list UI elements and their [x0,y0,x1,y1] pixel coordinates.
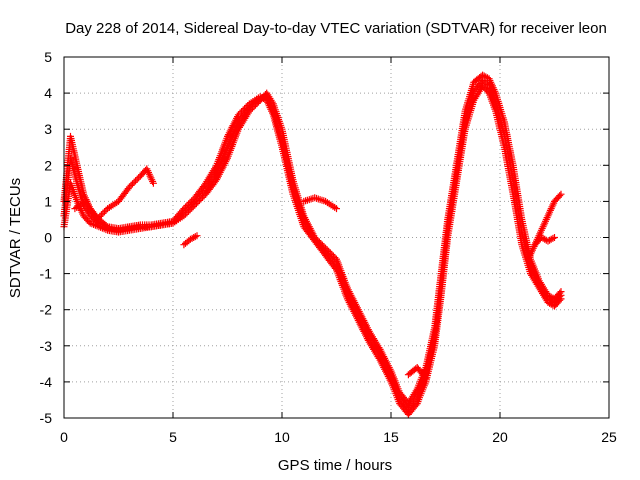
x-tick-label: 5 [169,429,177,445]
data-point [549,234,557,242]
x-tick-label: 25 [601,429,617,445]
y-tick-label: 5 [44,49,52,65]
y-tick-label: 2 [44,157,52,173]
data-point [186,202,194,210]
data-point [333,205,340,213]
data-point [191,197,199,205]
data-point [175,213,183,221]
y-tick-label: -1 [40,266,53,282]
data-point [189,199,197,207]
data-point [149,179,157,187]
data-point [421,373,429,381]
data-point [99,209,107,217]
data-point [183,205,191,213]
x-tick-label: 20 [492,429,508,445]
data-point [191,233,199,241]
data-point [234,111,242,119]
data-point [125,183,133,191]
data-point [551,234,558,241]
data-point [171,218,179,225]
data-point [172,216,180,224]
x-tick-label: 0 [60,429,68,445]
data-point [101,208,108,216]
x-tick-label: 10 [274,429,290,445]
data-point [196,193,203,201]
data-point [102,223,110,231]
data-point [557,291,565,299]
y-tick-label: 1 [44,193,52,209]
axis-ticks [63,56,610,419]
y-tick-label: -2 [40,302,53,318]
data-point [93,215,101,223]
data-point [255,96,263,104]
y-tick-label: 4 [44,85,52,101]
data-point [185,204,193,212]
data-markers [60,71,565,418]
data-point [556,293,564,301]
data-point [174,214,182,222]
y-tick-label: 3 [44,121,52,137]
data-point [192,196,200,204]
y-tick-label: 0 [44,230,52,246]
x-tick-label: 15 [383,429,399,445]
data-point [130,178,138,186]
data-point [194,194,202,202]
data-point [180,208,188,216]
data-point [88,220,96,228]
data-point [127,181,135,189]
data-point [132,177,140,185]
y-axis-title: SDTVAR / TECUs [7,178,24,298]
data-point [178,210,186,218]
y-tick-label: -5 [40,410,53,426]
grid-lines [64,57,609,418]
data-point [96,212,104,220]
data-point [193,232,201,240]
axis-tick-labels: 0 5 10 15 20 25 -5 -4 -3 -2 -1 0 1 2 3 4 5 [40,49,617,445]
data-point [169,219,177,227]
data-point [129,180,136,188]
data-point [199,190,207,198]
y-tick-label: -4 [40,374,53,390]
data-point [97,211,105,219]
data-point [188,201,196,208]
x-axis-title: GPS time / hours [278,457,392,474]
data-point [182,207,189,215]
data-point [177,211,185,219]
chart-title: Day 228 of 2014, Sidereal Day-to-day VTE… [65,20,607,37]
data-point [86,219,94,227]
data-point [197,191,205,199]
data-point [556,192,564,200]
data-point [557,190,565,198]
data-point [94,214,102,222]
data-point [133,175,141,183]
data-point [422,374,430,382]
y-tick-label: -3 [40,338,53,354]
